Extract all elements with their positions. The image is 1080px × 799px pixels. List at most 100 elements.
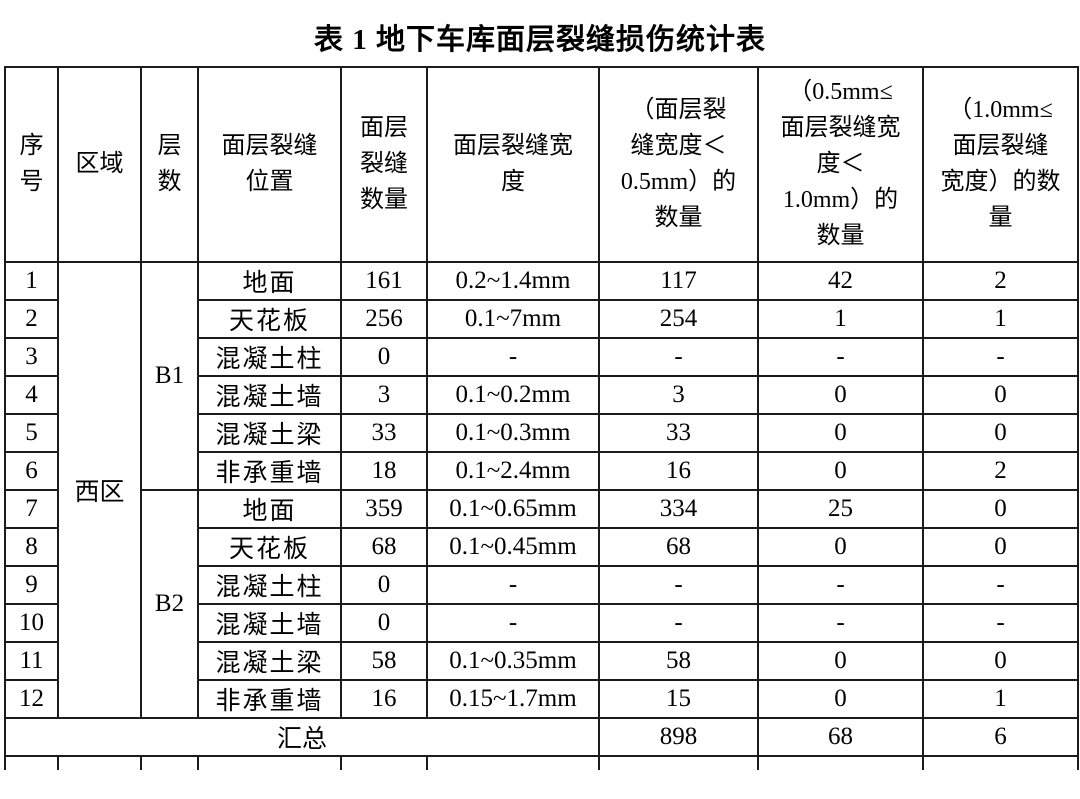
table-row: 2 天花板 256 0.1~7mm 254 1 1 — [4, 298, 1079, 339]
damage-stats-table: 序 号 区域 层 数 面层裂缝 位置 面层 裂缝 数量 面层裂缝宽 度 （面层裂… — [4, 65, 1079, 770]
summary-lt05: 898 — [598, 716, 759, 757]
cell-ge10: 0 — [922, 488, 1079, 529]
cell-location: 混凝土梁 — [197, 640, 342, 681]
cell-lt05: 16 — [598, 450, 759, 491]
cell-lt05: 68 — [598, 526, 759, 567]
cell-location: 混凝土梁 — [197, 412, 342, 453]
cell-mid: 25 — [757, 488, 924, 529]
cell-lt05: 254 — [598, 298, 759, 339]
table-row: 7 B2 地面 359 0.1~0.65mm 334 25 0 — [4, 488, 1079, 719]
cell-seq: 2 — [4, 298, 59, 339]
cell-mid: - — [757, 602, 924, 643]
table-title: 表 1 地下车库面层裂缝损伤统计表 — [313, 24, 766, 56]
cell-count: 3 — [340, 374, 428, 415]
cell-ge10: 2 — [922, 260, 1079, 301]
header-count: 面层 裂缝 数量 — [340, 65, 428, 263]
cell-width: 0.1~0.35mm — [426, 640, 600, 681]
cell-count: 68 — [340, 526, 428, 567]
cell-mid: 42 — [757, 260, 924, 301]
cell-seq: 1 — [4, 260, 59, 301]
cell-seq: 3 — [4, 336, 59, 377]
header-width: 面层裂缝宽 度 — [426, 65, 600, 263]
header-location: 面层裂缝 位置 — [197, 65, 342, 263]
cell-lt05: 15 — [598, 678, 759, 719]
cell-floor-b1: B1 — [140, 260, 199, 491]
cell-width: 0.1~7mm — [426, 298, 600, 339]
cell-mid: 0 — [757, 450, 924, 491]
table-row: 5 混凝土梁 33 0.1~0.3mm 33 0 0 — [4, 412, 1079, 453]
cell-lt05: 58 — [598, 640, 759, 681]
cell-count: 256 — [340, 298, 428, 339]
cell-width: 0.1~2.4mm — [426, 450, 600, 491]
cell-seq: 9 — [4, 564, 59, 605]
header-floor: 层 数 — [140, 65, 199, 263]
cell-count: 58 — [340, 640, 428, 681]
cell-location: 混凝土墙 — [197, 602, 342, 643]
cell-count: 16 — [340, 678, 428, 719]
cell-count: 0 — [340, 602, 428, 643]
summary-label: 汇总 — [4, 716, 600, 757]
cell-seq: 4 — [4, 374, 59, 415]
cell-ge10: 0 — [922, 640, 1079, 681]
cell-count: 161 — [340, 260, 428, 301]
cell-location: 天花板 — [197, 526, 342, 567]
cell-lt05: - — [598, 564, 759, 605]
cell-mid: 0 — [757, 678, 924, 719]
header-lt05: （面层裂 缝宽度＜ 0.5mm）的 数量 — [598, 65, 759, 263]
cell-floor-b2: B2 — [140, 488, 199, 719]
cell-lt05: - — [598, 602, 759, 643]
cell-lt05: 117 — [598, 260, 759, 301]
cell-location: 地面 — [197, 488, 342, 529]
cell-seq: 12 — [4, 678, 59, 719]
cell-mid: 0 — [757, 640, 924, 681]
cell-ge10: - — [922, 602, 1079, 643]
cell-mid: 1 — [757, 298, 924, 339]
cell-lt05: 33 — [598, 412, 759, 453]
cell-ge10: 0 — [922, 374, 1079, 415]
cell-mid: 0 — [757, 526, 924, 567]
cell-lt05: - — [598, 336, 759, 377]
cell-seq: 6 — [4, 450, 59, 491]
cell-location: 非承重墙 — [197, 450, 342, 491]
table-row: 1 西区 B1 地面 161 0.2~1.4mm 117 42 2 — [4, 260, 1079, 719]
header-mid: （0.5mm≤ 面层裂缝宽 度＜ 1.0mm）的 数量 — [757, 65, 924, 263]
cell-mid: 0 — [757, 412, 924, 453]
cell-count: 18 — [340, 450, 428, 491]
cell-count: 0 — [340, 564, 428, 605]
summary-ge10: 6 — [922, 716, 1079, 757]
cell-width: 0.15~1.7mm — [426, 678, 600, 719]
cell-ge10: 0 — [922, 412, 1079, 453]
cell-lt05: 334 — [598, 488, 759, 529]
cell-mid: 0 — [757, 374, 924, 415]
cell-ge10: 1 — [922, 298, 1079, 339]
cell-mid: - — [757, 564, 924, 605]
cell-width: 0.1~0.65mm — [426, 488, 600, 529]
cell-ge10: 0 — [922, 526, 1079, 567]
cell-ge10: 2 — [922, 450, 1079, 491]
cell-ge10: - — [922, 564, 1079, 605]
cell-location: 混凝土柱 — [197, 336, 342, 377]
cell-count: 359 — [340, 488, 428, 529]
cell-ge10: 1 — [922, 678, 1079, 719]
table-row: 9 混凝土柱 0 - - - - — [4, 564, 1079, 605]
cell-count: 33 — [340, 412, 428, 453]
cell-seq: 7 — [4, 488, 59, 529]
cell-seq: 10 — [4, 602, 59, 643]
cell-width: 0.1~0.3mm — [426, 412, 600, 453]
cell-ge10: - — [922, 336, 1079, 377]
cell-location: 混凝土墙 — [197, 374, 342, 415]
cell-area: 西区 — [57, 260, 142, 719]
summary-mid: 68 — [757, 716, 924, 757]
table-row: 6 非承重墙 18 0.1~2.4mm 16 0 2 — [4, 450, 1079, 491]
cell-mid: - — [757, 336, 924, 377]
summary-row: 汇总 898 68 6 — [4, 716, 1079, 757]
cell-location: 混凝土柱 — [197, 564, 342, 605]
cell-width: 0.1~0.2mm — [426, 374, 600, 415]
cell-lt05: 3 — [598, 374, 759, 415]
table-row: 12 非承重墙 16 0.15~1.7mm 15 0 1 — [4, 678, 1079, 719]
cell-width: - — [426, 336, 600, 377]
header-ge10: （1.0mm≤ 面层裂缝 宽度）的数 量 — [922, 65, 1079, 263]
header-area: 区域 — [57, 65, 142, 263]
cell-width: - — [426, 602, 600, 643]
